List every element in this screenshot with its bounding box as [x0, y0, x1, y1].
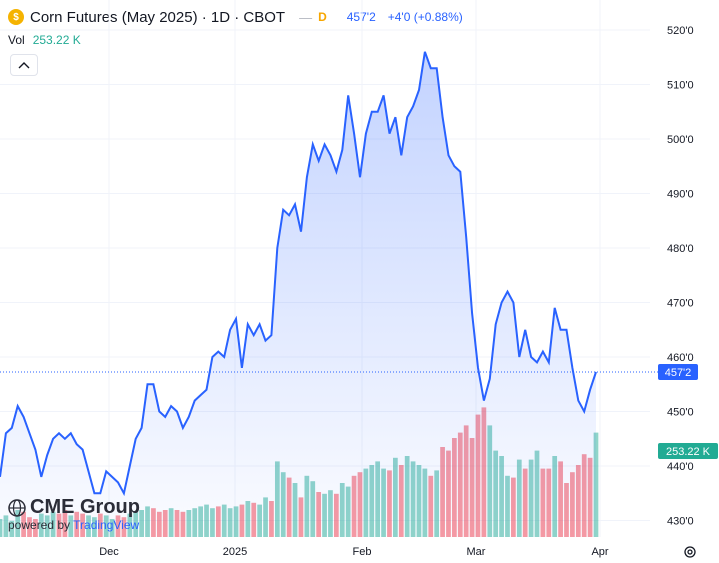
gear-icon[interactable] [683, 545, 697, 559]
volume-legend: Vol 253.22 K [8, 33, 81, 47]
y-tick-label: 520'0 [667, 25, 694, 37]
y-tick-label: 490'0 [667, 189, 694, 201]
volume-label: Vol [8, 33, 25, 47]
x-tick-label: Feb [353, 546, 372, 558]
chevron-up-icon [18, 62, 30, 69]
collapse-legend-button[interactable] [10, 54, 38, 76]
y-tick-label: 460'0 [667, 352, 694, 364]
logo-text: CME Group [30, 496, 140, 518]
x-tick-label: Mar [467, 546, 486, 558]
x-tick-label: Dec [99, 546, 119, 558]
price-area [0, 51, 596, 538]
y-tick-label: 440'0 [667, 461, 694, 473]
cme-logo: CME Group powered by TradingView [8, 496, 140, 532]
y-tick-label: 450'0 [667, 407, 694, 419]
y-tick-label: 500'0 [667, 134, 694, 146]
powered-by[interactable]: powered by TradingView [8, 518, 140, 532]
chart-title[interactable]: Corn Futures (May 2025) · 1D · CBOT [30, 8, 286, 26]
price-line [0, 51, 597, 497]
x-tick-label: Apr [591, 546, 608, 558]
x-tick-label: 2025 [223, 546, 247, 558]
coin-icon: $ [8, 9, 24, 25]
last-price-tag-label: 457'2 [665, 367, 692, 379]
price-change: +4'0 (+0.88%) [387, 10, 463, 24]
globe-icon [8, 498, 26, 517]
y-tick-label: 510'0 [667, 80, 694, 92]
y-tick-label: 470'0 [667, 298, 694, 310]
y-tick-label: 430'0 [667, 516, 694, 528]
volume-tag [658, 443, 718, 459]
y-tick-label: 480'0 [667, 243, 694, 255]
volume-value: 253.22 K [32, 33, 81, 47]
volume-tag-label: 253.22 K [666, 446, 711, 458]
tradingview-brand: TradingView [73, 518, 140, 532]
data-status-badge[interactable]: D [318, 10, 327, 24]
dash-indicator: — [299, 9, 313, 25]
powered-by-text: powered by [8, 518, 74, 532]
last-price-tag [658, 363, 698, 380]
chart-header: $ Corn Futures (May 2025) · 1D · CBOT — … [8, 6, 463, 28]
last-price: 457'2 [346, 10, 376, 24]
